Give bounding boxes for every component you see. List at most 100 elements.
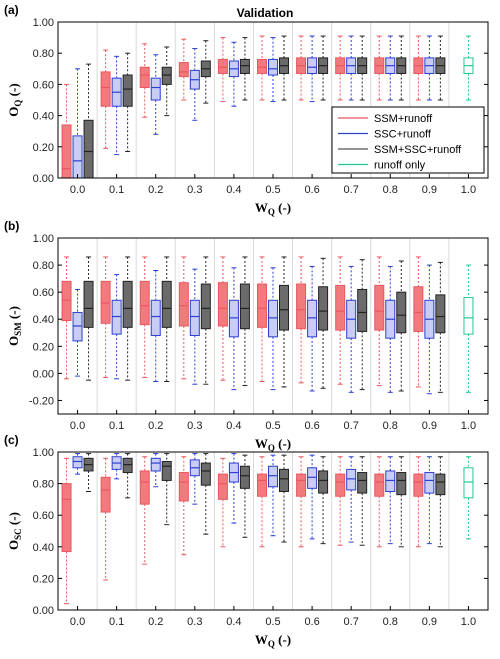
box-ssm_ssc_runoff-0.7 (357, 35, 368, 101)
box-ssm_ssc_runoff-0.5 (279, 256, 289, 388)
box-ssm_ssc_runoff-0.8 (396, 456, 407, 548)
box-ssc_runoff-0.9 (424, 35, 435, 101)
box-ssm_ssc_runoff-0.4 (239, 256, 250, 387)
box-body (357, 472, 368, 494)
box-ssm_ssc_runoff-0.6 (318, 35, 329, 101)
x-tick-label: 0.9 (422, 616, 437, 628)
x-tick-label: 0.7 (344, 184, 359, 196)
x-tick-label: 0.4 (226, 420, 241, 432)
box-ssm_runoff-0.6 (296, 456, 307, 548)
box-body (435, 473, 446, 496)
x-tick-label: 0.8 (383, 184, 398, 196)
box-ssc_runoff-0.2 (150, 269, 161, 383)
y-tick-label: 1.00 (33, 17, 54, 29)
box-body (200, 462, 211, 486)
box-ssm_ssc_runoff-0.3 (200, 256, 211, 385)
box-ssm_runoff-0.5 (257, 35, 267, 101)
box-ssm_ssc_runoff-0.9 (435, 35, 446, 101)
box-ssm_ssc_runoff-0.5 (279, 35, 289, 101)
y-tick-label: 0.20 (33, 341, 54, 353)
box-ssm_ssc_runoff-0.2 (161, 46, 172, 117)
box-body (279, 468, 289, 493)
box-ssc_runoff-0.8 (385, 35, 396, 101)
y-axis-label: OSC (-) (6, 512, 23, 550)
box-ssc_runoff-0.6 (307, 265, 318, 392)
x-tick-label: 0.2 (148, 420, 163, 432)
box-ssm_runoff-0.9 (413, 35, 424, 101)
box-ssc_runoff-0.1 (111, 55, 122, 156)
box-body (296, 473, 307, 497)
x-axis-label: WQ (-) (255, 200, 291, 217)
y-tick-label: 0.00 (33, 605, 54, 617)
box-ssm_runoff-0.2 (139, 456, 150, 565)
box-ssc_runoff-0.9 (424, 264, 435, 395)
box-ssm_ssc_runoff-0.0 (83, 256, 94, 381)
box-ssc_runoff-0.9 (424, 456, 435, 545)
x-tick-label: 0.3 (187, 616, 202, 628)
box-body (72, 456, 83, 469)
box-ssm_ssc_runoff-0.6 (318, 257, 329, 389)
y-tick-label: 0.60 (33, 510, 54, 522)
box-body (83, 280, 94, 328)
x-tick-label: 0.4 (226, 616, 241, 628)
box-ssm_runoff-0.2 (139, 43, 150, 118)
x-tick-label: 0.1 (109, 616, 124, 628)
box-ssm_runoff-0.4 (217, 256, 228, 381)
y-tick-label: 0.40 (33, 314, 54, 326)
box-body (257, 473, 267, 497)
box-body (161, 280, 172, 328)
box-ssm_runoff-0.3 (178, 38, 189, 101)
panel-c: 0.00 0.20 0.40 0.60 0.80 1.00 0.0 0.1 0.2 0.3 0.4 0… (4, 433, 489, 649)
box-runoff_only-1.0 (463, 456, 474, 540)
box-ssc_runoff-0.7 (346, 456, 357, 543)
box-body (111, 299, 122, 335)
box-ssm_ssc_runoff-0.1 (122, 453, 133, 499)
x-tick-label: 0.3 (187, 420, 202, 432)
x-tick-label: 0.2 (148, 616, 163, 628)
box-ssc_runoff-0.2 (150, 54, 161, 135)
y-axis-label: OQ (-) (6, 83, 23, 116)
box-ssc_runoff-0.0 (72, 68, 83, 179)
x-tick-label: 0.6 (304, 616, 319, 628)
box-ssm_ssc_runoff-0.3 (200, 40, 211, 104)
box-ssm_runoff-0.8 (374, 35, 385, 101)
x-tick-label: 1.0 (461, 420, 476, 432)
box-body (463, 297, 474, 335)
series-ssc_runoff (72, 264, 435, 395)
y-tick-label: 0.80 (33, 48, 54, 60)
box-body (178, 282, 189, 327)
box-ssm_ssc_runoff-0.2 (161, 256, 172, 383)
box-body (268, 465, 278, 488)
x-tick-label: 0.0 (70, 420, 85, 432)
box-body (346, 468, 357, 491)
x-tick-label: 0.5 (265, 420, 280, 432)
series-ssc_runoff (72, 453, 435, 545)
box-ssm_runoff-0.8 (374, 456, 385, 548)
box-ssm_ssc_runoff-0.8 (396, 260, 407, 392)
box-ssm_runoff-0.3 (178, 256, 189, 380)
box-body (413, 286, 424, 332)
box-body (385, 470, 396, 492)
box-ssm_ssc_runoff-0.7 (357, 456, 368, 546)
box-body (61, 483, 72, 553)
box-ssm_ssc_runoff-0.5 (279, 454, 289, 543)
box-body (122, 280, 133, 328)
box-body (217, 473, 228, 500)
box-ssm_runoff-0.2 (139, 256, 150, 378)
x-tick-label: 0.9 (422, 184, 437, 196)
box-ssc_runoff-0.8 (385, 265, 396, 393)
box-ssc_runoff-0.5 (268, 37, 278, 103)
box-body (318, 286, 329, 331)
box-body (122, 74, 133, 107)
y-tick-label: 0.40 (33, 111, 54, 123)
box-body (150, 457, 161, 472)
y-tick-label: 0.80 (33, 479, 54, 491)
box-body (307, 299, 318, 338)
x-tick-label: 0.5 (265, 184, 280, 196)
series-ssm_ssc_runoff (83, 35, 446, 179)
x-tick-label: 0.0 (70, 184, 85, 196)
x-tick-label: 0.1 (109, 184, 124, 196)
box-body (217, 58, 228, 74)
box-body (61, 124, 72, 179)
